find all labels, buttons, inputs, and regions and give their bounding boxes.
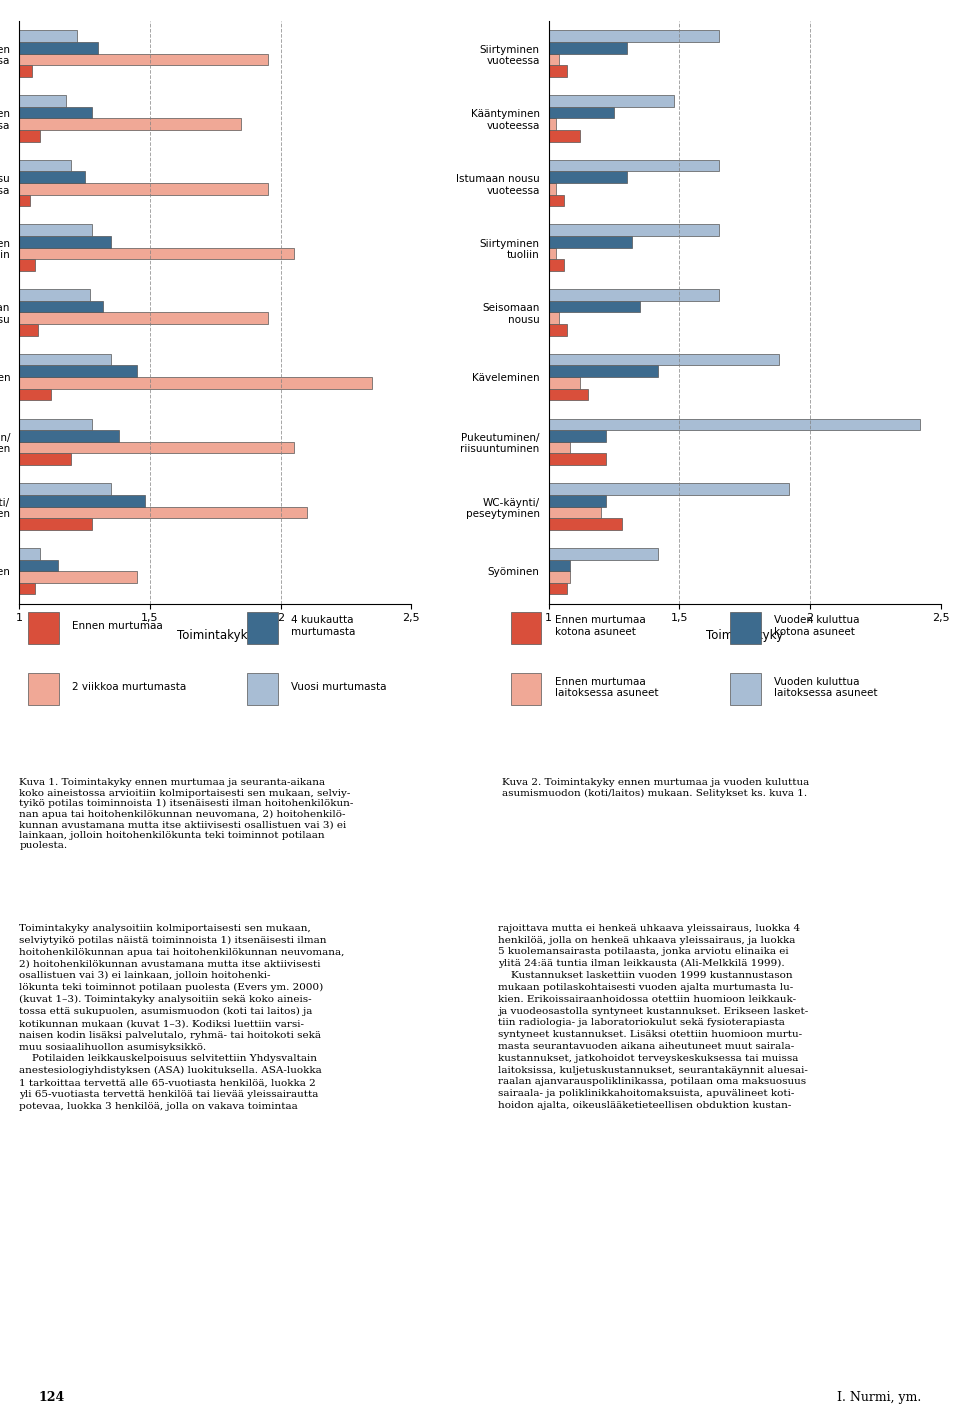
Bar: [548, 583, 567, 594]
Bar: [19, 325, 37, 336]
Bar: [19, 301, 103, 312]
Bar: [19, 235, 110, 248]
Bar: [548, 454, 606, 465]
Bar: [548, 30, 719, 43]
Bar: [548, 366, 659, 377]
Text: Ennen murtumaa
kotona asuneet: Ennen murtumaa kotona asuneet: [555, 615, 645, 637]
Bar: [19, 259, 35, 271]
Bar: [19, 547, 40, 560]
Bar: [19, 430, 118, 442]
Bar: [19, 366, 137, 377]
Text: Vuoden kuluttua
kotona asuneet: Vuoden kuluttua kotona asuneet: [774, 615, 859, 637]
Text: Vuoden kuluttua
laitoksessa asuneet: Vuoden kuluttua laitoksessa asuneet: [774, 676, 877, 698]
Bar: [19, 442, 294, 454]
X-axis label: Toimintakyky: Toimintakyky: [177, 628, 253, 642]
Text: Kuva 2. Toimintakyky ennen murtumaa ja vuoden kuluttua
asumismuodon (koti/laitos: Kuva 2. Toimintakyky ennen murtumaa ja v…: [502, 778, 809, 798]
Bar: [19, 130, 40, 142]
Bar: [548, 172, 627, 183]
Bar: [19, 160, 71, 172]
Bar: [19, 571, 137, 583]
Bar: [548, 301, 640, 312]
FancyBboxPatch shape: [28, 613, 59, 644]
Bar: [548, 442, 569, 454]
Bar: [19, 454, 71, 465]
Bar: [19, 418, 92, 430]
Bar: [19, 95, 66, 106]
FancyBboxPatch shape: [731, 674, 761, 705]
Bar: [548, 235, 633, 248]
Bar: [548, 547, 659, 560]
Bar: [19, 354, 110, 366]
Bar: [548, 495, 606, 506]
Text: I. Nurmi, ym.: I. Nurmi, ym.: [837, 1391, 922, 1404]
Bar: [548, 106, 614, 118]
Text: 4 kuukautta
murtumasta: 4 kuukautta murtumasta: [291, 615, 355, 637]
Bar: [19, 484, 110, 495]
Bar: [548, 43, 627, 54]
Text: 2 viikkoa murtumasta: 2 viikkoa murtumasta: [72, 682, 186, 692]
Bar: [548, 289, 719, 301]
Bar: [19, 183, 268, 194]
Bar: [548, 183, 557, 194]
Text: Ennen murtumaa
laitoksessa asuneet: Ennen murtumaa laitoksessa asuneet: [555, 676, 659, 698]
Bar: [19, 518, 92, 530]
Bar: [548, 130, 580, 142]
Bar: [19, 389, 51, 400]
FancyBboxPatch shape: [511, 674, 541, 705]
X-axis label: Toimintakyky: Toimintakyky: [707, 628, 783, 642]
FancyBboxPatch shape: [28, 674, 59, 705]
Bar: [548, 418, 920, 430]
Text: Toimintakyky analysoitiin kolmiportaisesti sen mukaan,
selviytyikö potilas näist: Toimintakyky analysoitiin kolmiportaises…: [19, 923, 345, 1110]
Bar: [548, 95, 674, 106]
Bar: [548, 325, 567, 336]
FancyBboxPatch shape: [248, 674, 278, 705]
Bar: [19, 65, 33, 77]
FancyBboxPatch shape: [731, 613, 761, 644]
Bar: [19, 224, 92, 235]
Bar: [548, 571, 569, 583]
Text: Ennen murtumaa: Ennen murtumaa: [72, 621, 162, 631]
Bar: [548, 354, 779, 366]
FancyBboxPatch shape: [511, 613, 541, 644]
Bar: [19, 289, 90, 301]
Bar: [19, 118, 241, 130]
Text: rajoittava mutta ei henkeä uhkaava yleissairaus, luokka 4
henkilöä, jolla on hen: rajoittava mutta ei henkeä uhkaava yleis…: [497, 923, 808, 1110]
Bar: [19, 495, 145, 506]
Bar: [548, 430, 606, 442]
Bar: [548, 248, 557, 259]
Bar: [548, 194, 564, 206]
Text: Kuva 1. Toimintakyky ennen murtumaa ja seuranta-aikana
koko aineistossa arvioiti: Kuva 1. Toimintakyky ennen murtumaa ja s…: [19, 778, 353, 849]
Bar: [19, 377, 372, 389]
Bar: [548, 518, 622, 530]
Bar: [548, 560, 569, 571]
Bar: [548, 506, 601, 518]
Bar: [548, 377, 580, 389]
Bar: [548, 389, 588, 400]
Bar: [548, 54, 559, 65]
Bar: [548, 224, 719, 235]
Bar: [19, 583, 35, 594]
Bar: [19, 106, 92, 118]
Bar: [19, 560, 59, 571]
Bar: [19, 312, 268, 325]
FancyBboxPatch shape: [248, 613, 278, 644]
Bar: [19, 248, 294, 259]
Bar: [19, 30, 77, 43]
Text: Vuosi murtumasta: Vuosi murtumasta: [291, 682, 387, 692]
Bar: [19, 54, 268, 65]
Bar: [548, 259, 564, 271]
Bar: [19, 194, 30, 206]
Bar: [548, 484, 789, 495]
Bar: [19, 43, 98, 54]
Bar: [19, 172, 84, 183]
Bar: [548, 65, 567, 77]
Bar: [19, 506, 307, 518]
Bar: [548, 312, 559, 325]
Bar: [548, 118, 557, 130]
Bar: [548, 160, 719, 172]
Text: 124: 124: [38, 1391, 64, 1404]
